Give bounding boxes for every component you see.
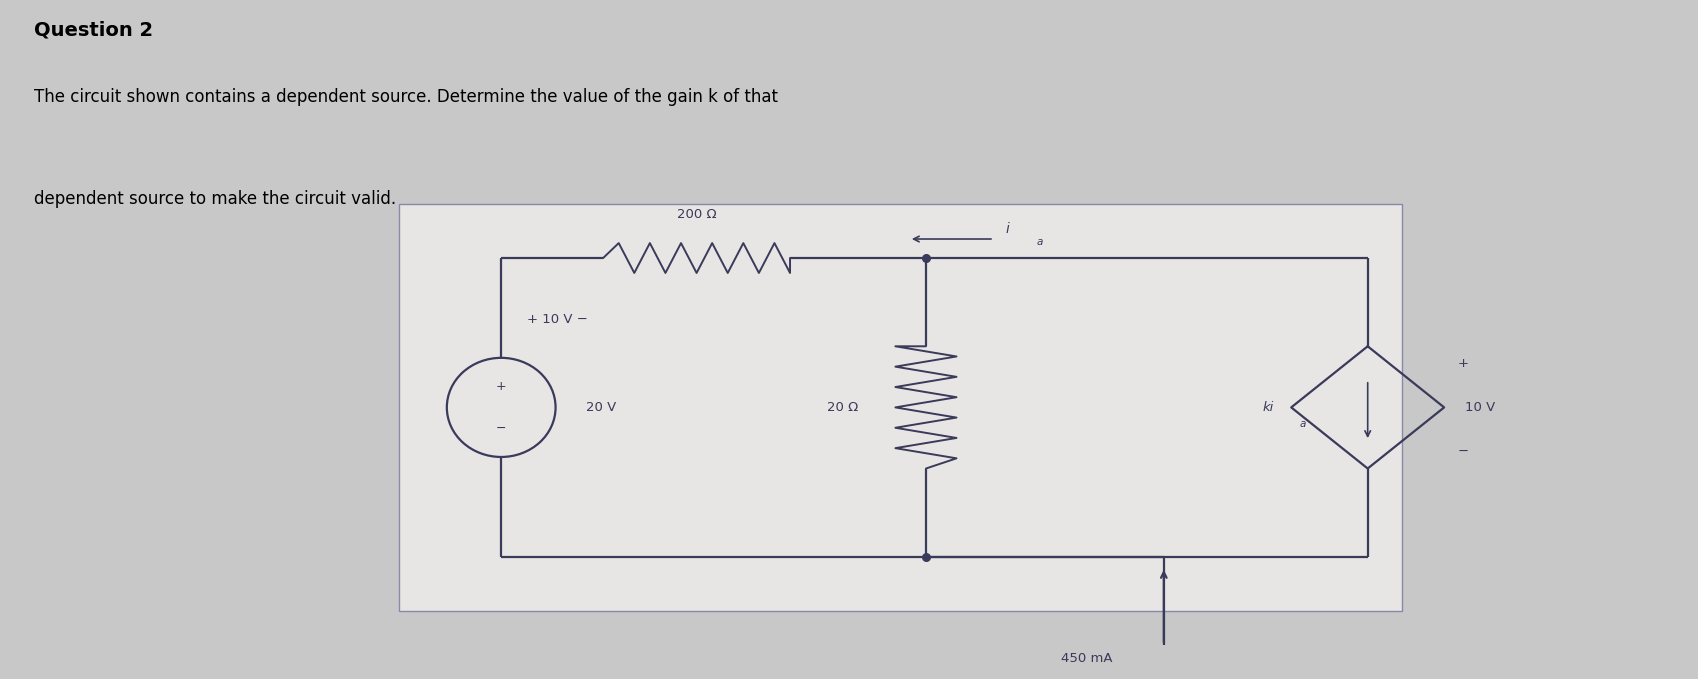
Text: i: i xyxy=(1005,221,1009,236)
Text: +: + xyxy=(496,380,506,393)
Text: Question 2: Question 2 xyxy=(34,20,153,39)
Text: a: a xyxy=(1299,420,1306,429)
Text: −: − xyxy=(496,422,506,435)
Text: −: − xyxy=(1457,445,1469,458)
Text: 20 V: 20 V xyxy=(586,401,616,414)
Text: ki: ki xyxy=(1262,401,1274,414)
Text: dependent source to make the circuit valid.: dependent source to make the circuit val… xyxy=(34,190,396,208)
Text: +: + xyxy=(1457,356,1467,370)
Text: 450 mA: 450 mA xyxy=(1061,652,1112,665)
Text: 200 Ω: 200 Ω xyxy=(676,208,717,221)
Bar xyxy=(399,204,1401,611)
Text: a: a xyxy=(1036,238,1043,247)
Text: 20 Ω: 20 Ω xyxy=(827,401,857,414)
Text: 10 V: 10 V xyxy=(1464,401,1494,414)
Text: + 10 V −: + 10 V − xyxy=(526,312,588,326)
Text: The circuit shown contains a dependent source. Determine the value of the gain k: The circuit shown contains a dependent s… xyxy=(34,88,778,107)
